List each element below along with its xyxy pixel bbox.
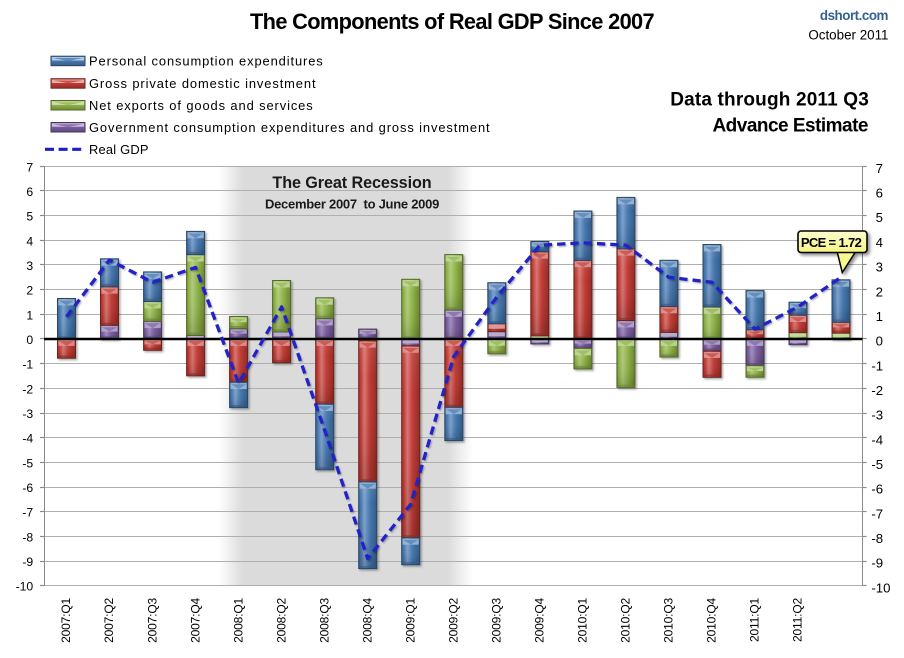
svg-text:2007:Q2: 2007:Q2 — [102, 598, 116, 643]
svg-text:-9: -9 — [22, 555, 33, 569]
svg-text:-2: -2 — [22, 382, 33, 396]
svg-text:-3: -3 — [22, 407, 33, 421]
svg-text:5: 5 — [876, 210, 883, 225]
svg-text:2009:Q2: 2009:Q2 — [447, 598, 461, 643]
svg-text:2007:Q3: 2007:Q3 — [145, 598, 159, 643]
svg-text:2008:Q4: 2008:Q4 — [360, 598, 374, 643]
svg-text:1: 1 — [876, 309, 883, 324]
svg-text:-1: -1 — [22, 358, 33, 372]
svg-text:2011:Q1: 2011:Q1 — [748, 598, 762, 642]
svg-text:2010:Q2: 2010:Q2 — [619, 598, 633, 643]
svg-text:6: 6 — [26, 185, 33, 199]
svg-text:The Components of Real GDP Sin: The Components of Real GDP Since 2007 — [250, 9, 654, 34]
svg-text:1: 1 — [26, 308, 33, 322]
svg-text:-8: -8 — [871, 531, 883, 546]
svg-text:-10: -10 — [16, 580, 34, 594]
svg-text:2008:Q2: 2008:Q2 — [274, 598, 288, 643]
svg-text:4: 4 — [26, 234, 33, 248]
svg-text:5: 5 — [26, 210, 33, 224]
svg-text:dshort.com: dshort.com — [820, 8, 889, 23]
svg-text:4: 4 — [876, 235, 883, 250]
svg-text:7: 7 — [26, 160, 33, 174]
svg-text:-6: -6 — [22, 481, 33, 495]
svg-text:-2: -2 — [871, 383, 883, 398]
svg-text:2009:Q3: 2009:Q3 — [490, 598, 504, 643]
svg-text:2008:Q3: 2008:Q3 — [317, 598, 331, 643]
svg-text:Government consumption expendi: Government consumption expenditures and … — [89, 120, 491, 135]
svg-text:PCE = 1.72: PCE = 1.72 — [801, 235, 862, 250]
svg-text:2010:Q3: 2010:Q3 — [662, 598, 676, 643]
svg-text:-5: -5 — [871, 457, 883, 472]
svg-text:2010:Q4: 2010:Q4 — [705, 598, 719, 643]
svg-text:2: 2 — [26, 284, 33, 298]
svg-text:3: 3 — [876, 260, 883, 275]
svg-text:2008:Q1: 2008:Q1 — [231, 598, 245, 643]
svg-text:2007:Q1: 2007:Q1 — [59, 598, 73, 643]
svg-text:Personal consumption expenditu: Personal consumption expenditures — [89, 54, 324, 69]
svg-text:October 2011: October 2011 — [808, 28, 888, 43]
svg-text:Advance Estimate: Advance Estimate — [712, 116, 868, 137]
svg-text:-6: -6 — [871, 482, 883, 497]
svg-text:-4: -4 — [22, 432, 33, 446]
svg-text:The Great Recession: The Great Recession — [272, 174, 431, 192]
svg-text:7: 7 — [876, 161, 883, 176]
svg-text:2011:Q2: 2011:Q2 — [791, 598, 805, 642]
svg-text:-7: -7 — [22, 506, 33, 520]
svg-text:Real GDP: Real GDP — [89, 142, 149, 157]
svg-text:2009:Q1: 2009:Q1 — [403, 598, 417, 643]
svg-text:-10: -10 — [871, 580, 890, 595]
svg-text:2009:Q4: 2009:Q4 — [533, 598, 547, 643]
svg-text:0: 0 — [876, 334, 883, 349]
svg-text:2007:Q4: 2007:Q4 — [188, 598, 202, 643]
svg-text:2010:Q1: 2010:Q1 — [576, 598, 590, 643]
svg-text:Gross private domestic investm: Gross private domestic investment — [89, 76, 316, 91]
svg-text:-3: -3 — [871, 408, 883, 423]
svg-text:-7: -7 — [871, 506, 883, 521]
svg-text:-8: -8 — [22, 530, 33, 544]
svg-text:-5: -5 — [22, 456, 33, 470]
svg-text:-9: -9 — [871, 556, 883, 571]
svg-text:0: 0 — [26, 333, 33, 347]
svg-text:-1: -1 — [871, 358, 883, 373]
svg-text:-4: -4 — [871, 432, 883, 447]
svg-text:2: 2 — [876, 284, 883, 299]
svg-text:6: 6 — [876, 186, 883, 201]
svg-text:Net exports of goods and servi: Net exports of goods and services — [89, 98, 314, 113]
svg-text:Data through 2011 Q3: Data through 2011 Q3 — [670, 90, 869, 111]
svg-text:December 2007 to June 2009: December 2007 to June 2009 — [265, 197, 439, 212]
svg-text:3: 3 — [26, 259, 33, 273]
